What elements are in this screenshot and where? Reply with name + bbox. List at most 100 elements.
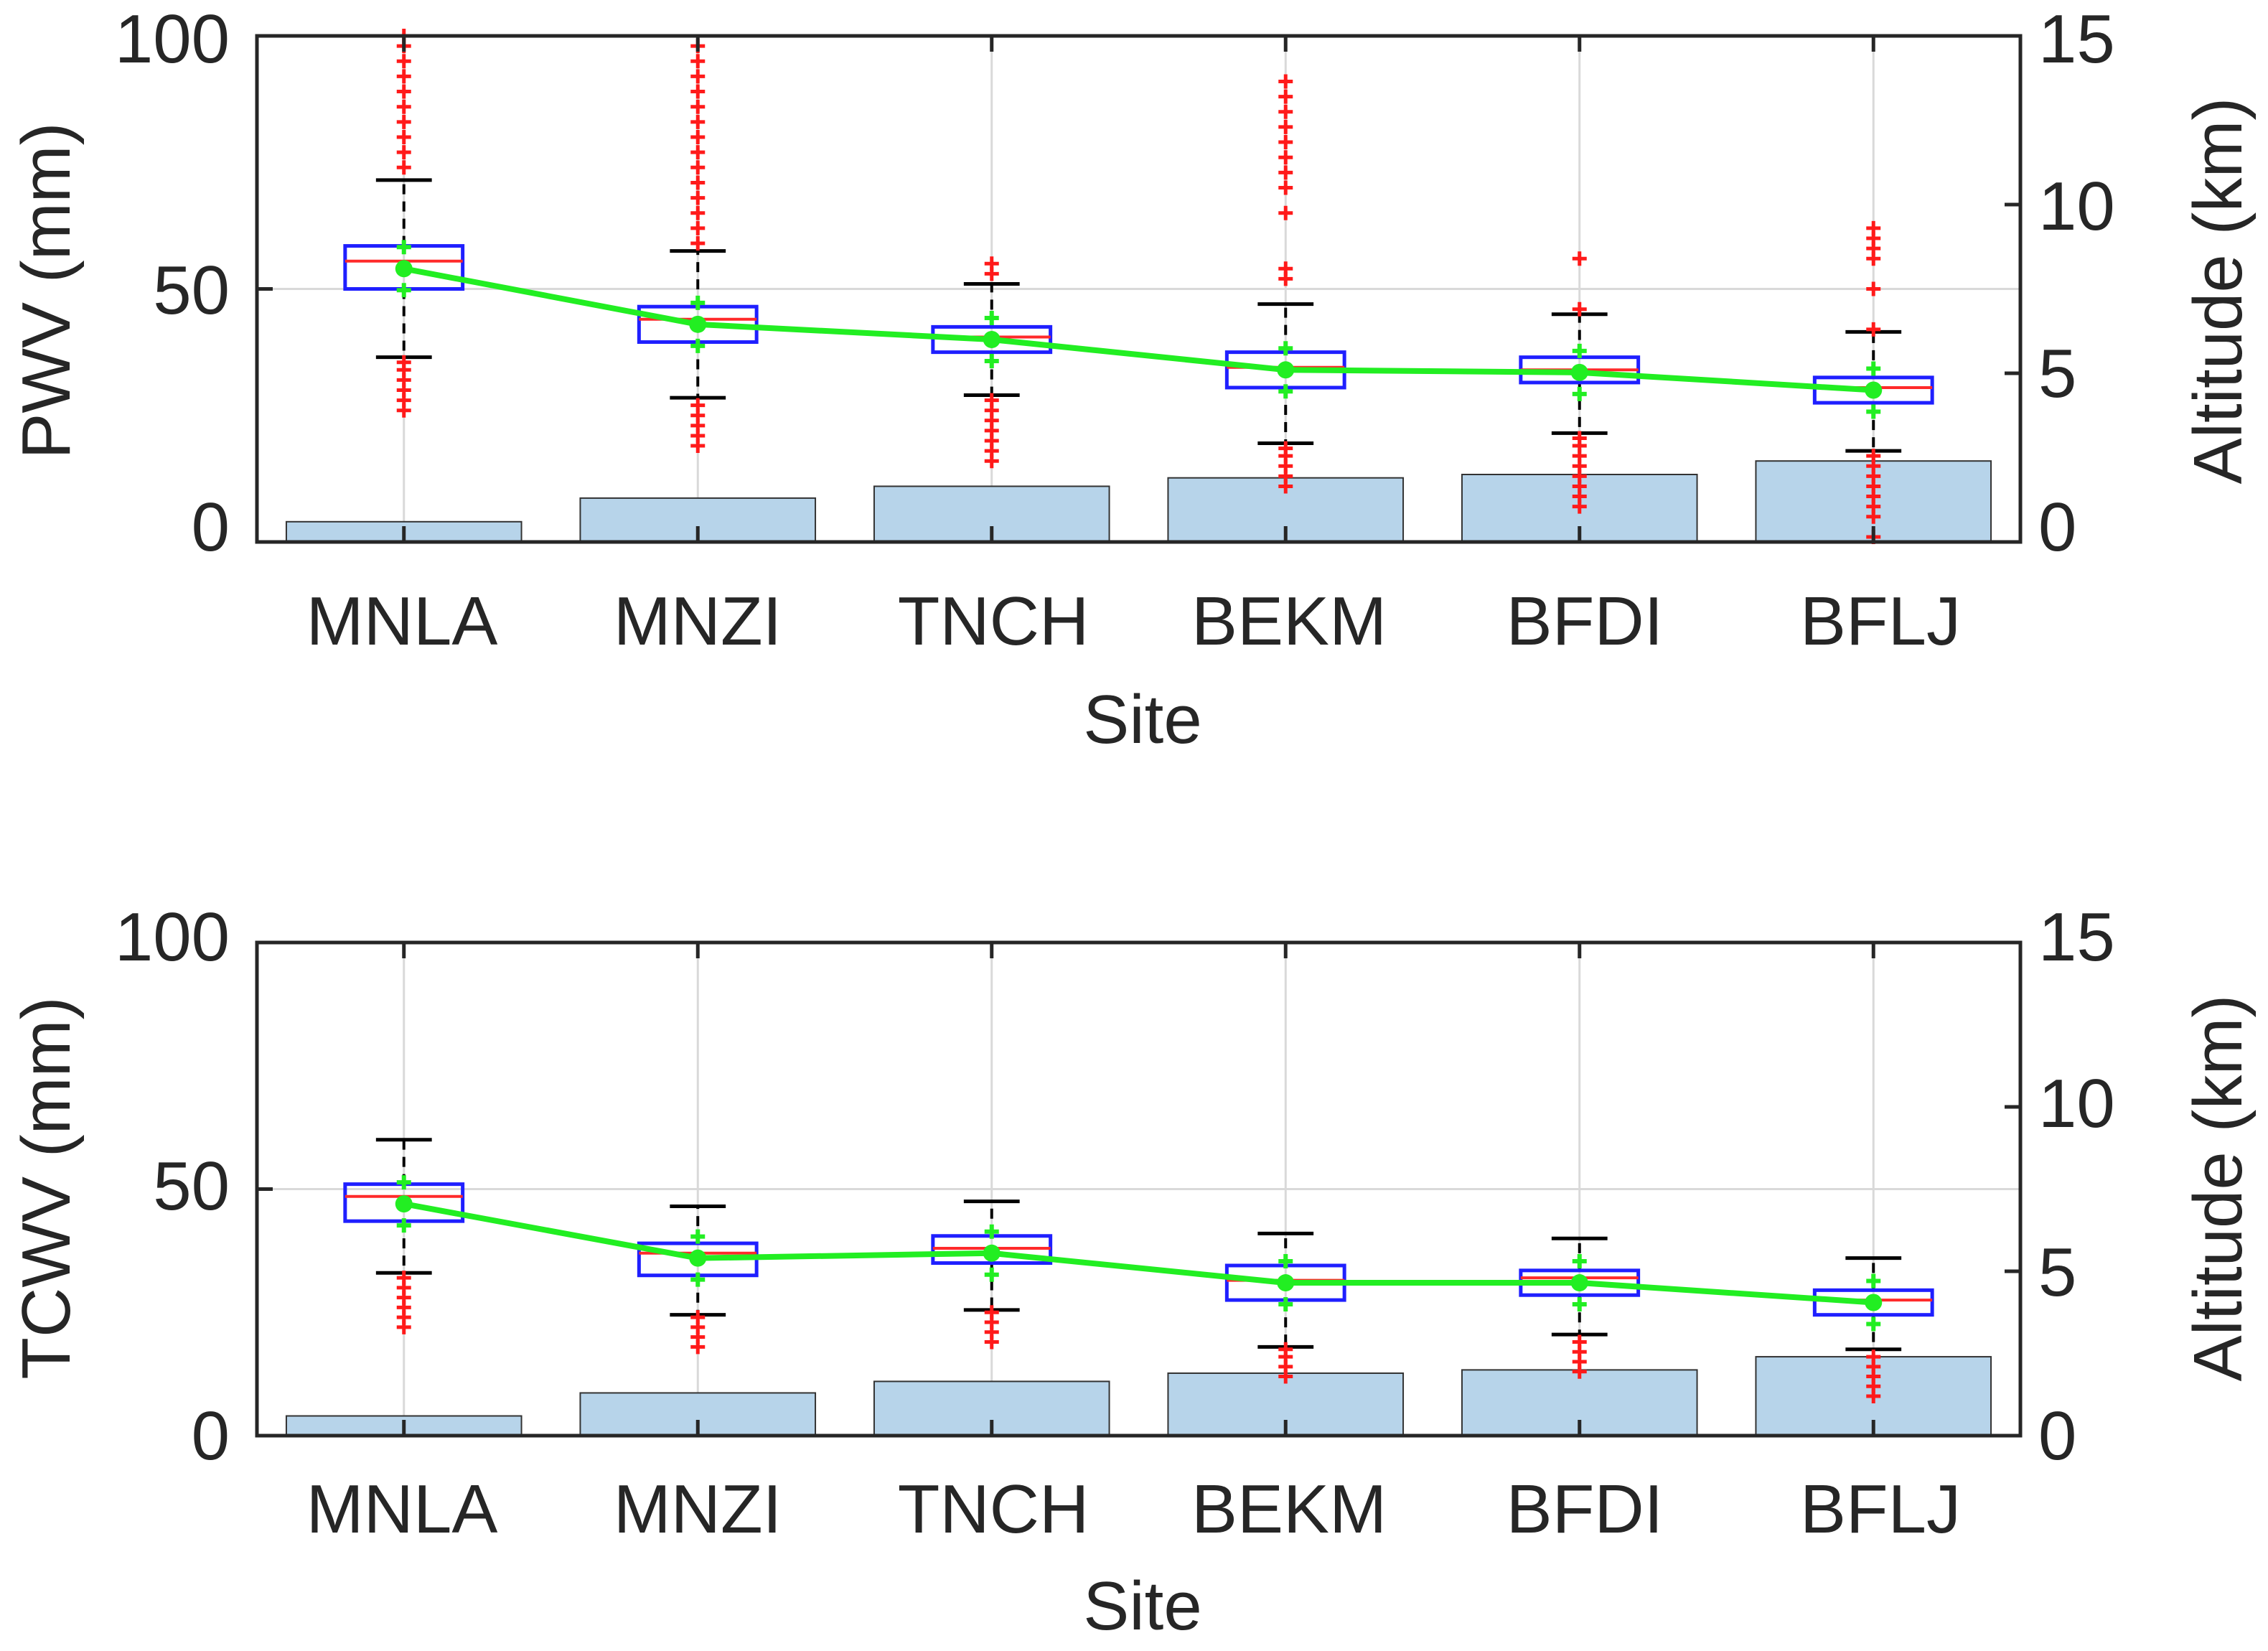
top-mean-marker-bfdi xyxy=(1570,363,1588,381)
bottom-box-bflj xyxy=(1812,1288,1934,1317)
top-outlier-bflj-high-0 xyxy=(1866,322,1881,337)
top-mean-tick-lower-bekm xyxy=(1278,384,1293,399)
top-outlier-mnla-high-2 xyxy=(396,130,411,144)
top-x-tick-mnzi: MNZI xyxy=(614,583,782,660)
bottom-mean-tick-lower-mnla xyxy=(396,1218,411,1233)
bottom-x-axis-label: Site xyxy=(1083,1568,1201,1645)
top-outlier-mnla-low-5 xyxy=(396,355,411,370)
bottom-outlier-tnch-low-3 xyxy=(984,1305,999,1320)
top-y-axis-label-right: Altitude (km) xyxy=(2180,98,2257,485)
top-mean-marker-mnzi xyxy=(689,315,707,333)
top-outlier-bflj-low-7 xyxy=(1866,449,1881,464)
top-outlier-bekm-high-6 xyxy=(1278,135,1293,150)
top-mean-tick-lower-mnzi xyxy=(690,338,706,353)
bottom-mean-marker-mnla xyxy=(395,1195,413,1213)
bottom-x-tick-bfdi: BFDI xyxy=(1506,1471,1664,1548)
top-outlier-mnzi-high-9 xyxy=(690,99,706,114)
top-mean-marker-bekm xyxy=(1277,361,1295,379)
bottom-outlier-bfdi-low-3 xyxy=(1572,1334,1587,1350)
bottom-outlier-mnla-low-5 xyxy=(396,1271,411,1286)
top-outlier-bfdi-high-1 xyxy=(1572,251,1587,266)
top-box-bflj xyxy=(1812,375,1934,405)
top-mean-tick-upper-mnla xyxy=(396,240,411,255)
top-outlier-mnzi-high-8 xyxy=(690,114,706,129)
top-x-tick-bflj: BFLJ xyxy=(1800,583,1961,660)
bottom-y-tick-left-100: 100 xyxy=(115,899,230,976)
bottom-x-tick-bekm: BEKM xyxy=(1191,1471,1387,1548)
top-outlier-bfdi-low-7 xyxy=(1572,431,1587,446)
bottom-mean-tick-upper-bekm xyxy=(1278,1254,1293,1269)
top-outlier-mnla-high-1 xyxy=(396,145,411,160)
bottom-y-tick-right-0: 0 xyxy=(2038,1398,2076,1474)
bottom-mean-tick-upper-tnch xyxy=(984,1224,999,1239)
top-outlier-mnzi-high-10 xyxy=(690,84,706,99)
top-y-tick-left-0: 0 xyxy=(192,489,230,566)
bottom-outlier-mnzi-low-3 xyxy=(690,1310,706,1325)
top-outlier-bekm-high-5 xyxy=(1278,150,1293,165)
bottom-x-tick-mnzi: MNZI xyxy=(614,1471,782,1548)
bottom-mean-marker-bekm xyxy=(1277,1274,1295,1292)
bottom-y-tick-right-10: 10 xyxy=(2038,1065,2115,1142)
top-mean-tick-upper-mnzi xyxy=(690,295,706,310)
top-outlier-bekm-high-1 xyxy=(1278,261,1293,276)
top-outlier-mnzi-low-4 xyxy=(690,398,706,413)
top-y-tick-left-100: 100 xyxy=(115,1,230,78)
top-outlier-mnzi-high-12 xyxy=(690,54,706,69)
bottom-x-tick-bflj: BFLJ xyxy=(1800,1471,1961,1548)
top-mean-tick-upper-tnch xyxy=(984,311,999,325)
top-outlier-mnzi-high-0 xyxy=(690,236,706,251)
top-x-tick-bekm: BEKM xyxy=(1191,583,1387,660)
top-x-tick-bfdi: BFDI xyxy=(1506,583,1664,660)
top-outlier-tnch-low-6 xyxy=(984,393,999,408)
top-outlier-mnla-high-4 xyxy=(396,99,411,114)
top-outlier-bfdi-high-0 xyxy=(1572,301,1587,317)
bottom-mean-marker-mnzi xyxy=(689,1249,707,1267)
top-outlier-bflj-high-1 xyxy=(1866,281,1881,296)
top-outlier-mnzi-high-3 xyxy=(690,190,706,205)
bottom-mean-tick-lower-tnch xyxy=(984,1267,999,1282)
top-mean-tick-lower-bflj xyxy=(1866,404,1881,419)
top-outlier-mnzi-high-4 xyxy=(690,175,706,190)
top-outlier-mnzi-high-2 xyxy=(690,205,706,220)
bottom-y-tick-left-0: 0 xyxy=(192,1398,230,1474)
bottom-mean-tick-upper-mnzi xyxy=(690,1229,706,1244)
top-mean-marker-mnla xyxy=(395,260,413,278)
top-outlier-mnzi-high-11 xyxy=(690,69,706,84)
bottom-mean-tick-lower-bekm xyxy=(1278,1297,1293,1312)
bottom-mean-tick-lower-bflj xyxy=(1866,1316,1881,1332)
bottom-mean-tick-upper-mnla xyxy=(396,1175,411,1190)
bottom-y-axis-label-left: TCWV (mm) xyxy=(8,996,85,1379)
top-outlier-mnzi-high-6 xyxy=(690,145,706,160)
top-outlier-mnzi-high-5 xyxy=(690,160,706,175)
top-mean-tick-upper-bfdi xyxy=(1572,343,1587,358)
bottom-mean-marker-bfdi xyxy=(1570,1274,1588,1292)
top-outlier-bekm-high-9 xyxy=(1278,89,1293,104)
top-mean-marker-tnch xyxy=(983,331,1001,348)
top-mean-tick-lower-bfdi xyxy=(1572,386,1587,401)
top-y-tick-right-15: 15 xyxy=(2038,1,2115,78)
bottom-y-tick-right-5: 5 xyxy=(2038,1234,2076,1311)
top-outlier-bekm-high-7 xyxy=(1278,119,1293,134)
bottom-outlier-bekm-low-3 xyxy=(1278,1342,1293,1357)
top-outlier-bekm-high-8 xyxy=(1278,104,1293,119)
top-outlier-tnch-high-1 xyxy=(984,256,999,271)
bottom-y-tick-left-50: 50 xyxy=(153,1148,230,1225)
top-x-tick-mnla: MNLA xyxy=(306,583,498,660)
top-y-tick-right-0: 0 xyxy=(2038,489,2076,566)
top-mean-tick-lower-tnch xyxy=(984,354,999,368)
top-outlier-mnla-high-6 xyxy=(396,69,411,84)
top-box-tnch xyxy=(931,324,1053,355)
bottom-outlier-bflj-low-4 xyxy=(1866,1350,1881,1365)
bottom-x-tick-tnch: TNCH xyxy=(898,1471,1090,1548)
top-panel: 0 50 100 0 5 10 15 MNLA MNZI TNCH BEKM B… xyxy=(8,1,2257,758)
top-outlier-bekm-high-2 xyxy=(1278,205,1293,220)
bottom-y-tick-right-15: 15 xyxy=(2038,899,2115,976)
top-mean-line xyxy=(403,266,1874,393)
top-x-tick-tnch: TNCH xyxy=(898,583,1090,660)
top-mean-marker-bflj xyxy=(1865,381,1883,399)
top-outlier-bekm-high-10 xyxy=(1278,74,1293,89)
bottom-mean-tick-lower-bfdi xyxy=(1572,1297,1587,1312)
top-outlier-mnzi-high-7 xyxy=(690,130,706,144)
top-outlier-bekm-low-4 xyxy=(1278,441,1293,456)
top-mean-tick-lower-mnla xyxy=(396,283,411,298)
